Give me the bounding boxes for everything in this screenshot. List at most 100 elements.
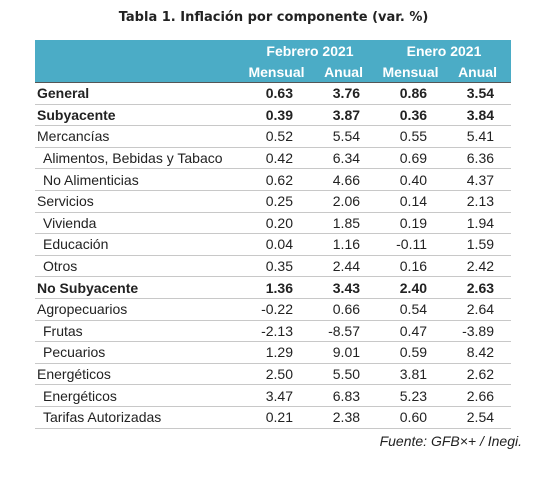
table-row: Agropecuarios -0.22 0.66 0.54 2.64 bbox=[35, 298, 512, 321]
cell-value: 1.59 bbox=[444, 233, 512, 256]
cell-value: 0.36 bbox=[377, 103, 445, 127]
cell-value: 3.43 bbox=[310, 276, 378, 299]
header-column: Mensual bbox=[243, 61, 310, 83]
cell-value: 0.42 bbox=[243, 147, 310, 170]
row-label: Otros bbox=[35, 255, 243, 278]
cell-value: 3.47 bbox=[243, 384, 310, 407]
header-blank bbox=[35, 61, 243, 83]
cell-value: 2.40 bbox=[377, 276, 445, 299]
cell-value: -0.11 bbox=[377, 233, 445, 256]
cell-value: 4.37 bbox=[444, 168, 512, 191]
cell-value: 3.54 bbox=[444, 82, 512, 105]
cell-value: -2.13 bbox=[243, 320, 310, 343]
table-row: Frutas -2.13 -8.57 0.47 -3.89 bbox=[35, 320, 512, 343]
header-column: Mensual bbox=[377, 61, 445, 83]
header-group-row: Febrero 2021 Enero 2021 bbox=[35, 40, 512, 61]
cell-value: 0.39 bbox=[243, 103, 310, 127]
cell-value: 4.66 bbox=[310, 168, 378, 191]
header-blank bbox=[35, 40, 243, 61]
cell-value: 2.06 bbox=[310, 190, 378, 213]
header-group: Enero 2021 bbox=[377, 40, 512, 61]
row-label: Vivienda bbox=[35, 212, 243, 235]
header-column: Anual bbox=[310, 61, 378, 83]
row-label: Mercancías bbox=[35, 125, 243, 148]
header-column: Anual bbox=[444, 61, 512, 83]
row-label: Servicios bbox=[35, 190, 243, 213]
cell-value: 6.36 bbox=[444, 147, 512, 170]
cell-value: 2.54 bbox=[444, 406, 512, 429]
cell-value: 0.59 bbox=[377, 341, 445, 364]
cell-value: 0.55 bbox=[377, 125, 445, 148]
row-label: Energéticos bbox=[35, 384, 243, 407]
cell-value: 3.81 bbox=[377, 363, 445, 386]
cell-value: 0.21 bbox=[243, 406, 310, 429]
cell-value: 5.54 bbox=[310, 125, 378, 148]
table-row: Servicios 0.25 2.06 0.14 2.13 bbox=[35, 190, 512, 213]
cell-value: 0.54 bbox=[377, 298, 445, 321]
cell-value: -3.89 bbox=[444, 320, 512, 343]
row-label: Alimentos, Bebidas y Tabaco bbox=[35, 147, 243, 170]
cell-value: 1.36 bbox=[243, 276, 310, 299]
source-note: Fuente: GFB×+ / Inegi. bbox=[379, 433, 522, 449]
cell-value: 0.35 bbox=[243, 255, 310, 278]
cell-value: 1.85 bbox=[310, 212, 378, 235]
cell-value: 0.86 bbox=[377, 82, 445, 105]
cell-value: 0.63 bbox=[243, 82, 310, 105]
cell-value: 0.69 bbox=[377, 147, 445, 170]
cell-value: -8.57 bbox=[310, 320, 378, 343]
row-label: Educación bbox=[35, 233, 243, 256]
table-row: Subyacente 0.39 3.87 0.36 3.84 bbox=[35, 103, 512, 127]
cell-value: 9.01 bbox=[310, 341, 378, 364]
cell-value: 0.14 bbox=[377, 190, 445, 213]
cell-value: 2.38 bbox=[310, 406, 378, 429]
cell-value: 2.64 bbox=[444, 298, 512, 321]
cell-value: 5.23 bbox=[377, 384, 445, 407]
cell-value: 1.29 bbox=[243, 341, 310, 364]
table-row: Energéticos 2.50 5.50 3.81 2.62 bbox=[35, 363, 512, 386]
cell-value: 2.62 bbox=[444, 363, 512, 386]
cell-value: 0.04 bbox=[243, 233, 310, 256]
table-row: Mercancías 0.52 5.54 0.55 5.41 bbox=[35, 125, 512, 148]
cell-value: 0.47 bbox=[377, 320, 445, 343]
cell-value: 2.13 bbox=[444, 190, 512, 213]
cell-value: 0.60 bbox=[377, 406, 445, 429]
cell-value: 2.42 bbox=[444, 255, 512, 278]
cell-value: 2.63 bbox=[444, 276, 512, 299]
table-row: Educación 0.04 1.16 -0.11 1.59 bbox=[35, 233, 512, 256]
row-label: Tarifas Autorizadas bbox=[35, 406, 243, 429]
cell-value: 0.25 bbox=[243, 190, 310, 213]
table-row: Alimentos, Bebidas y Tabaco 0.42 6.34 0.69 6… bbox=[35, 147, 512, 170]
cell-value: 0.52 bbox=[243, 125, 310, 148]
table-row: Pecuarios 1.29 9.01 0.59 8.42 bbox=[35, 341, 512, 364]
cell-value: 3.76 bbox=[310, 82, 378, 105]
cell-value: 0.19 bbox=[377, 212, 445, 235]
cell-value: 3.84 bbox=[444, 103, 512, 127]
cell-value: 2.50 bbox=[243, 363, 310, 386]
cell-value: 2.44 bbox=[310, 255, 378, 278]
table: Febrero 2021 Enero 2021 Mensual Anual Mensu… bbox=[35, 40, 512, 429]
cell-value: -0.22 bbox=[243, 298, 310, 321]
table-row: Energéticos 3.47 6.83 5.23 2.66 bbox=[35, 384, 512, 407]
table-title: Tabla 1. Inflación por componente (var. … bbox=[118, 10, 429, 25]
table-row: No Alimenticias 0.62 4.66 0.40 4.37 bbox=[35, 168, 512, 191]
cell-value: 6.34 bbox=[310, 147, 378, 170]
cell-value: 0.62 bbox=[243, 168, 310, 191]
row-label: No Subyacente bbox=[35, 276, 243, 299]
cell-value: 1.16 bbox=[310, 233, 378, 256]
table-row: Tarifas Autorizadas 0.21 2.38 0.60 2.54 bbox=[35, 406, 512, 429]
row-label: No Alimenticias bbox=[35, 168, 243, 191]
cell-value: 3.87 bbox=[310, 103, 378, 127]
table-row: No Subyacente 1.36 3.43 2.40 2.63 bbox=[35, 276, 512, 299]
table-row: Otros 0.35 2.44 0.16 2.42 bbox=[35, 255, 512, 278]
cell-value: 0.66 bbox=[310, 298, 378, 321]
cell-value: 1.94 bbox=[444, 212, 512, 235]
cell-value: 2.66 bbox=[444, 384, 512, 407]
row-label: Subyacente bbox=[35, 103, 243, 127]
table-row: General 0.63 3.76 0.86 3.54 bbox=[35, 82, 512, 105]
table-row: Vivienda 0.20 1.85 0.19 1.94 bbox=[35, 212, 512, 235]
cell-value: 8.42 bbox=[444, 341, 512, 364]
header-column-row: Mensual Anual Mensual Anual bbox=[35, 61, 512, 83]
cell-value: 0.16 bbox=[377, 255, 445, 278]
cell-value: 5.50 bbox=[310, 363, 378, 386]
